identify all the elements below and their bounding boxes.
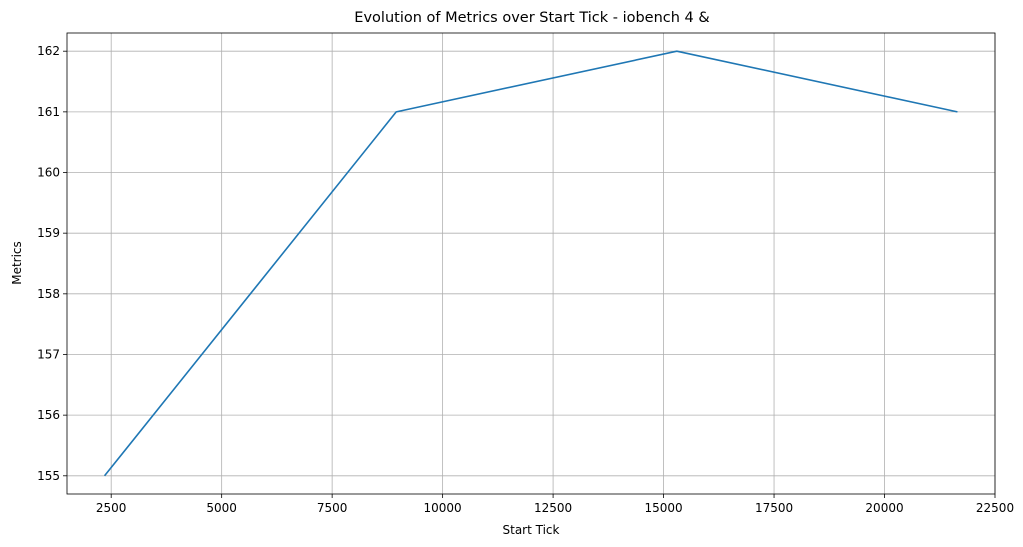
y-axis-label: Metrics — [10, 241, 24, 285]
x-tick-label: 20000 — [865, 501, 903, 515]
x-tick-label: 10000 — [424, 501, 462, 515]
chart-title: Evolution of Metrics over Start Tick - i… — [354, 10, 709, 26]
x-tick-label: 12500 — [534, 501, 572, 515]
y-tick-label: 158 — [37, 287, 60, 301]
grid-lines — [67, 33, 996, 494]
x-axis-label: Start Tick — [503, 523, 560, 537]
y-tick-label: 155 — [37, 469, 60, 483]
x-tick-label: 17500 — [755, 501, 793, 515]
series-line — [103, 50, 958, 477]
x-axis: 2500 5000 7500 10000 12500 15000 17500 20000 225… — [96, 494, 1014, 515]
y-tick-label: 161 — [37, 105, 60, 119]
y-tick-label: 159 — [37, 226, 60, 240]
y-axis: 155 156 157 158 159 160 161 162 — [37, 44, 67, 483]
y-tick-label: 156 — [37, 408, 60, 422]
x-tick-label: 7500 — [317, 501, 348, 515]
plot-frame — [66, 32, 996, 495]
y-tick-label: 160 — [37, 166, 60, 180]
y-tick-label: 157 — [37, 347, 60, 361]
x-tick-label: 22500 — [976, 501, 1014, 515]
series-layer — [103, 50, 958, 477]
x-tick-label: 15000 — [644, 501, 682, 515]
y-tick-label: 162 — [37, 44, 60, 58]
x-tick-label: 5000 — [206, 501, 237, 515]
x-tick-label: 2500 — [96, 501, 127, 515]
